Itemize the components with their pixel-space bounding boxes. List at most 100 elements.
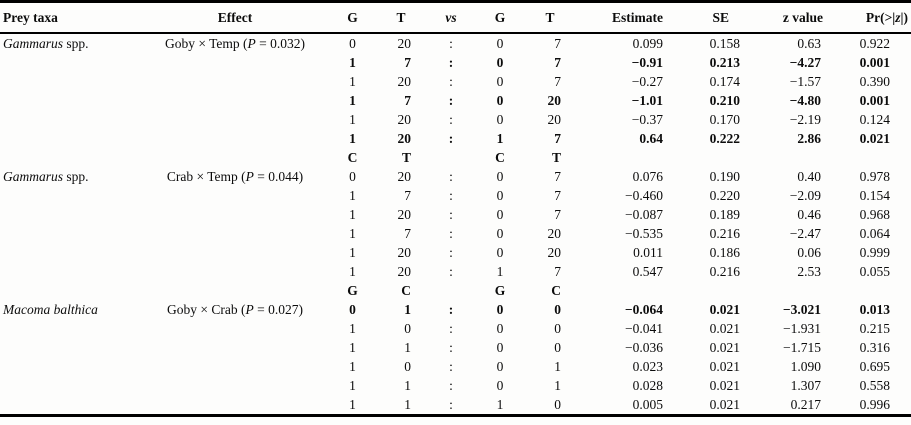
- cell-g-left: C: [347, 149, 358, 165]
- table-body: Gammarus spp. Goby × Temp (P = 0.032) 0 …: [0, 33, 911, 416]
- cell-z-value: 0.217: [790, 396, 821, 412]
- header-prey-taxa: Prey taxa: [0, 1, 140, 34]
- cell-pr: [830, 148, 911, 167]
- table-row: 1 1 : 1 0 0.005 0.021 0.217 0.996: [0, 395, 911, 416]
- cell-se: 0.220: [709, 187, 740, 203]
- cell-t-left: 20: [397, 35, 412, 51]
- header-g-right: G: [475, 1, 525, 34]
- cell-effect: [140, 357, 330, 376]
- cell-g-left: 1: [349, 396, 356, 412]
- cell-se: 0.170: [709, 111, 740, 127]
- cell-g-right: 0: [496, 187, 504, 203]
- cell-t-right: C: [551, 282, 561, 298]
- cell-prey-taxa: [0, 319, 140, 338]
- cell-vs-colon: :: [449, 225, 453, 241]
- header-z-value: z value: [743, 1, 830, 34]
- cell-effect: Goby × Crab (P = 0.027): [140, 300, 330, 319]
- table-row: 1 20 : 0 20 −0.37 0.170 −2.19 0.124: [0, 110, 911, 129]
- table-row: 1 0 : 0 0 −0.041 0.021 −1.931 0.215: [0, 319, 911, 338]
- cell-g-right: 0: [496, 377, 504, 393]
- cell-g-right: 0: [496, 168, 504, 184]
- cell-g-left: 1: [349, 54, 356, 70]
- cell-pr: [830, 281, 911, 300]
- table-row: 1 1 : 0 1 0.028 0.021 1.307 0.558: [0, 376, 911, 395]
- cell-prey-taxa: [0, 72, 140, 91]
- cell-vs-colon: :: [449, 168, 453, 184]
- cell-se: 0.158: [709, 35, 740, 51]
- cell-g-left: 1: [349, 358, 356, 374]
- cell-g-right: 0: [496, 73, 504, 89]
- cell-estimate: −0.036: [625, 339, 663, 355]
- cell-pr: 0.021: [859, 130, 890, 146]
- cell-t-left: 1: [404, 301, 411, 317]
- cell-estimate: 0.011: [633, 244, 663, 260]
- taxa-plain: spp.: [63, 168, 89, 184]
- cell-g-right: 0: [496, 35, 504, 51]
- cell-z-value: −1.715: [783, 339, 821, 355]
- cell-g-left: 1: [349, 320, 356, 336]
- cell-t-right: 0: [554, 320, 561, 336]
- cell-t-left: 20: [397, 111, 412, 127]
- pr-z-italic: z: [895, 9, 901, 25]
- cell-t-right: 7: [554, 263, 561, 279]
- cell-estimate: −0.91: [631, 54, 663, 70]
- cell-t-right: 7: [554, 73, 561, 89]
- table-row: C T C T: [0, 148, 911, 167]
- header-row: Prey taxa Effect G T vs G T Estimate SE …: [0, 1, 911, 34]
- cell-estimate: −0.27: [631, 73, 663, 89]
- table-row: Macoma balthica Goby × Crab (P = 0.027) …: [0, 300, 911, 319]
- cell-estimate: 0.547: [632, 263, 663, 279]
- pr-suffix: |): [900, 9, 908, 25]
- cell-estimate: 0.023: [632, 358, 663, 374]
- cell-se: 0.190: [709, 168, 740, 184]
- cell-prey-taxa: [0, 357, 140, 376]
- cell-t-left: 0: [404, 358, 411, 374]
- cell-vs-colon: :: [449, 320, 453, 336]
- effect-text: Crab × Temp (: [166, 168, 246, 184]
- cell-prey-taxa: Gammarus spp.: [0, 167, 140, 186]
- cell-effect: Goby × Temp (P = 0.032): [140, 33, 330, 53]
- cell-t-right: 1: [554, 358, 561, 374]
- table-row: Gammarus spp. Goby × Temp (P = 0.032) 0 …: [0, 33, 911, 53]
- cell-z-value: −4.27: [789, 54, 821, 70]
- cell-estimate: −0.460: [625, 187, 663, 203]
- cell-t-left: 20: [397, 263, 412, 279]
- cell-t-left: 20: [397, 206, 412, 222]
- table-row: 1 20 : 0 7 −0.087 0.189 0.46 0.968: [0, 205, 911, 224]
- cell-t-left: T: [401, 149, 411, 165]
- cell-pr: 0.996: [859, 396, 890, 412]
- cell-pr: 0.124: [859, 111, 890, 127]
- cell-g-left: 0: [349, 35, 356, 51]
- cell-prey-taxa: [0, 281, 140, 300]
- cell-se: 0.174: [709, 73, 740, 89]
- cell-pr: 0.558: [859, 377, 890, 393]
- cell-prey-taxa: [0, 224, 140, 243]
- cell-pr: 0.316: [859, 339, 890, 355]
- cell-t-right: 0: [554, 396, 561, 412]
- cell-estimate: −0.37: [631, 111, 663, 127]
- cell-z-value: −2.19: [789, 111, 821, 127]
- cell-z-value: −4.80: [789, 92, 821, 108]
- cell-effect: [140, 262, 330, 281]
- cell-vs-colon: :: [449, 111, 453, 127]
- cell-z-value: 1.090: [790, 358, 821, 374]
- cell-prey-taxa: [0, 129, 140, 148]
- cell-z-value: −2.09: [789, 187, 821, 203]
- cell-pr: 0.001: [859, 54, 890, 70]
- cell-vs-colon: [427, 281, 475, 300]
- cell-t-left: 1: [404, 396, 411, 412]
- cell-se: 0.222: [709, 130, 740, 146]
- cell-g-left: 1: [349, 92, 356, 108]
- cell-estimate: 0.028: [632, 377, 663, 393]
- cell-t-left: C: [401, 282, 411, 298]
- cell-prey-taxa: [0, 205, 140, 224]
- cell-estimate: 0.076: [632, 168, 663, 184]
- cell-g-right: 0: [496, 54, 504, 70]
- cell-z-value: [743, 148, 830, 167]
- cell-vs-colon: :: [449, 187, 453, 203]
- cell-pr: 0.390: [859, 73, 890, 89]
- cell-z-value: −3.021: [782, 301, 821, 317]
- cell-prey-taxa: [0, 243, 140, 262]
- table-row: 1 7 : 0 20 −1.01 0.210 −4.80 0.001: [0, 91, 911, 110]
